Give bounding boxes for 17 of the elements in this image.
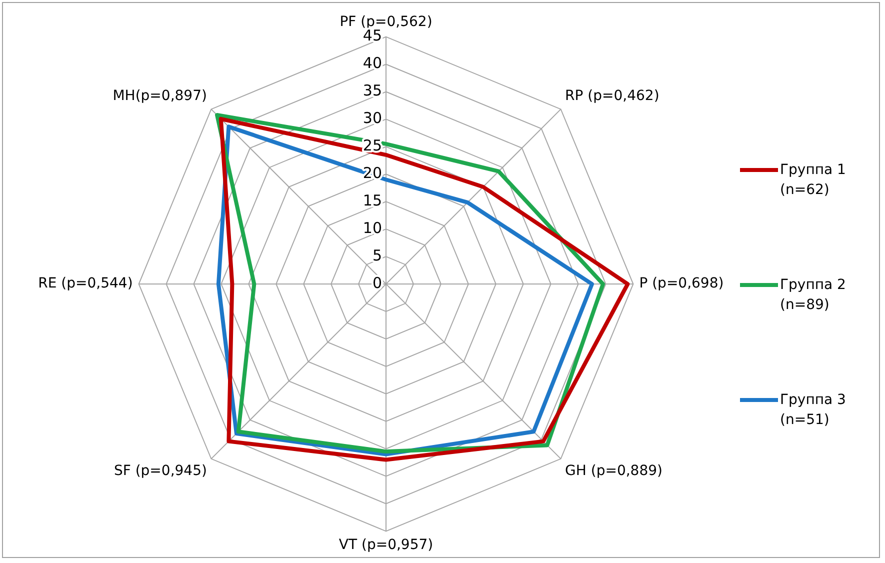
- spoke-label: RE (p=0,544): [38, 276, 133, 292]
- spoke-label: VT (p=0,957): [338, 537, 434, 554]
- y-tick-label: 15: [362, 191, 382, 210]
- y-tick-label: 30: [362, 109, 382, 128]
- y-tick-label: 5: [372, 246, 382, 264]
- spoke-label: MH(p=0,897): [112, 88, 207, 104]
- y-tick-label: 10: [362, 218, 382, 237]
- y-tick-label: 35: [362, 82, 382, 100]
- spoke-label: GH (p=0,889): [565, 463, 662, 480]
- legend-label: Группа 3 (n=51): [780, 391, 847, 430]
- legend-label: Группа 1 (n=62): [780, 161, 847, 200]
- y-tick-label: 40: [362, 54, 382, 72]
- spoke-label: SF (p=0,945): [114, 463, 207, 480]
- legend-label: Группа 2 (n=89): [780, 276, 847, 315]
- spoke-label: RP (p=0,462): [565, 88, 660, 104]
- y-tick-label: 0: [372, 274, 382, 292]
- spoke-label: P (p=0,698): [639, 276, 724, 292]
